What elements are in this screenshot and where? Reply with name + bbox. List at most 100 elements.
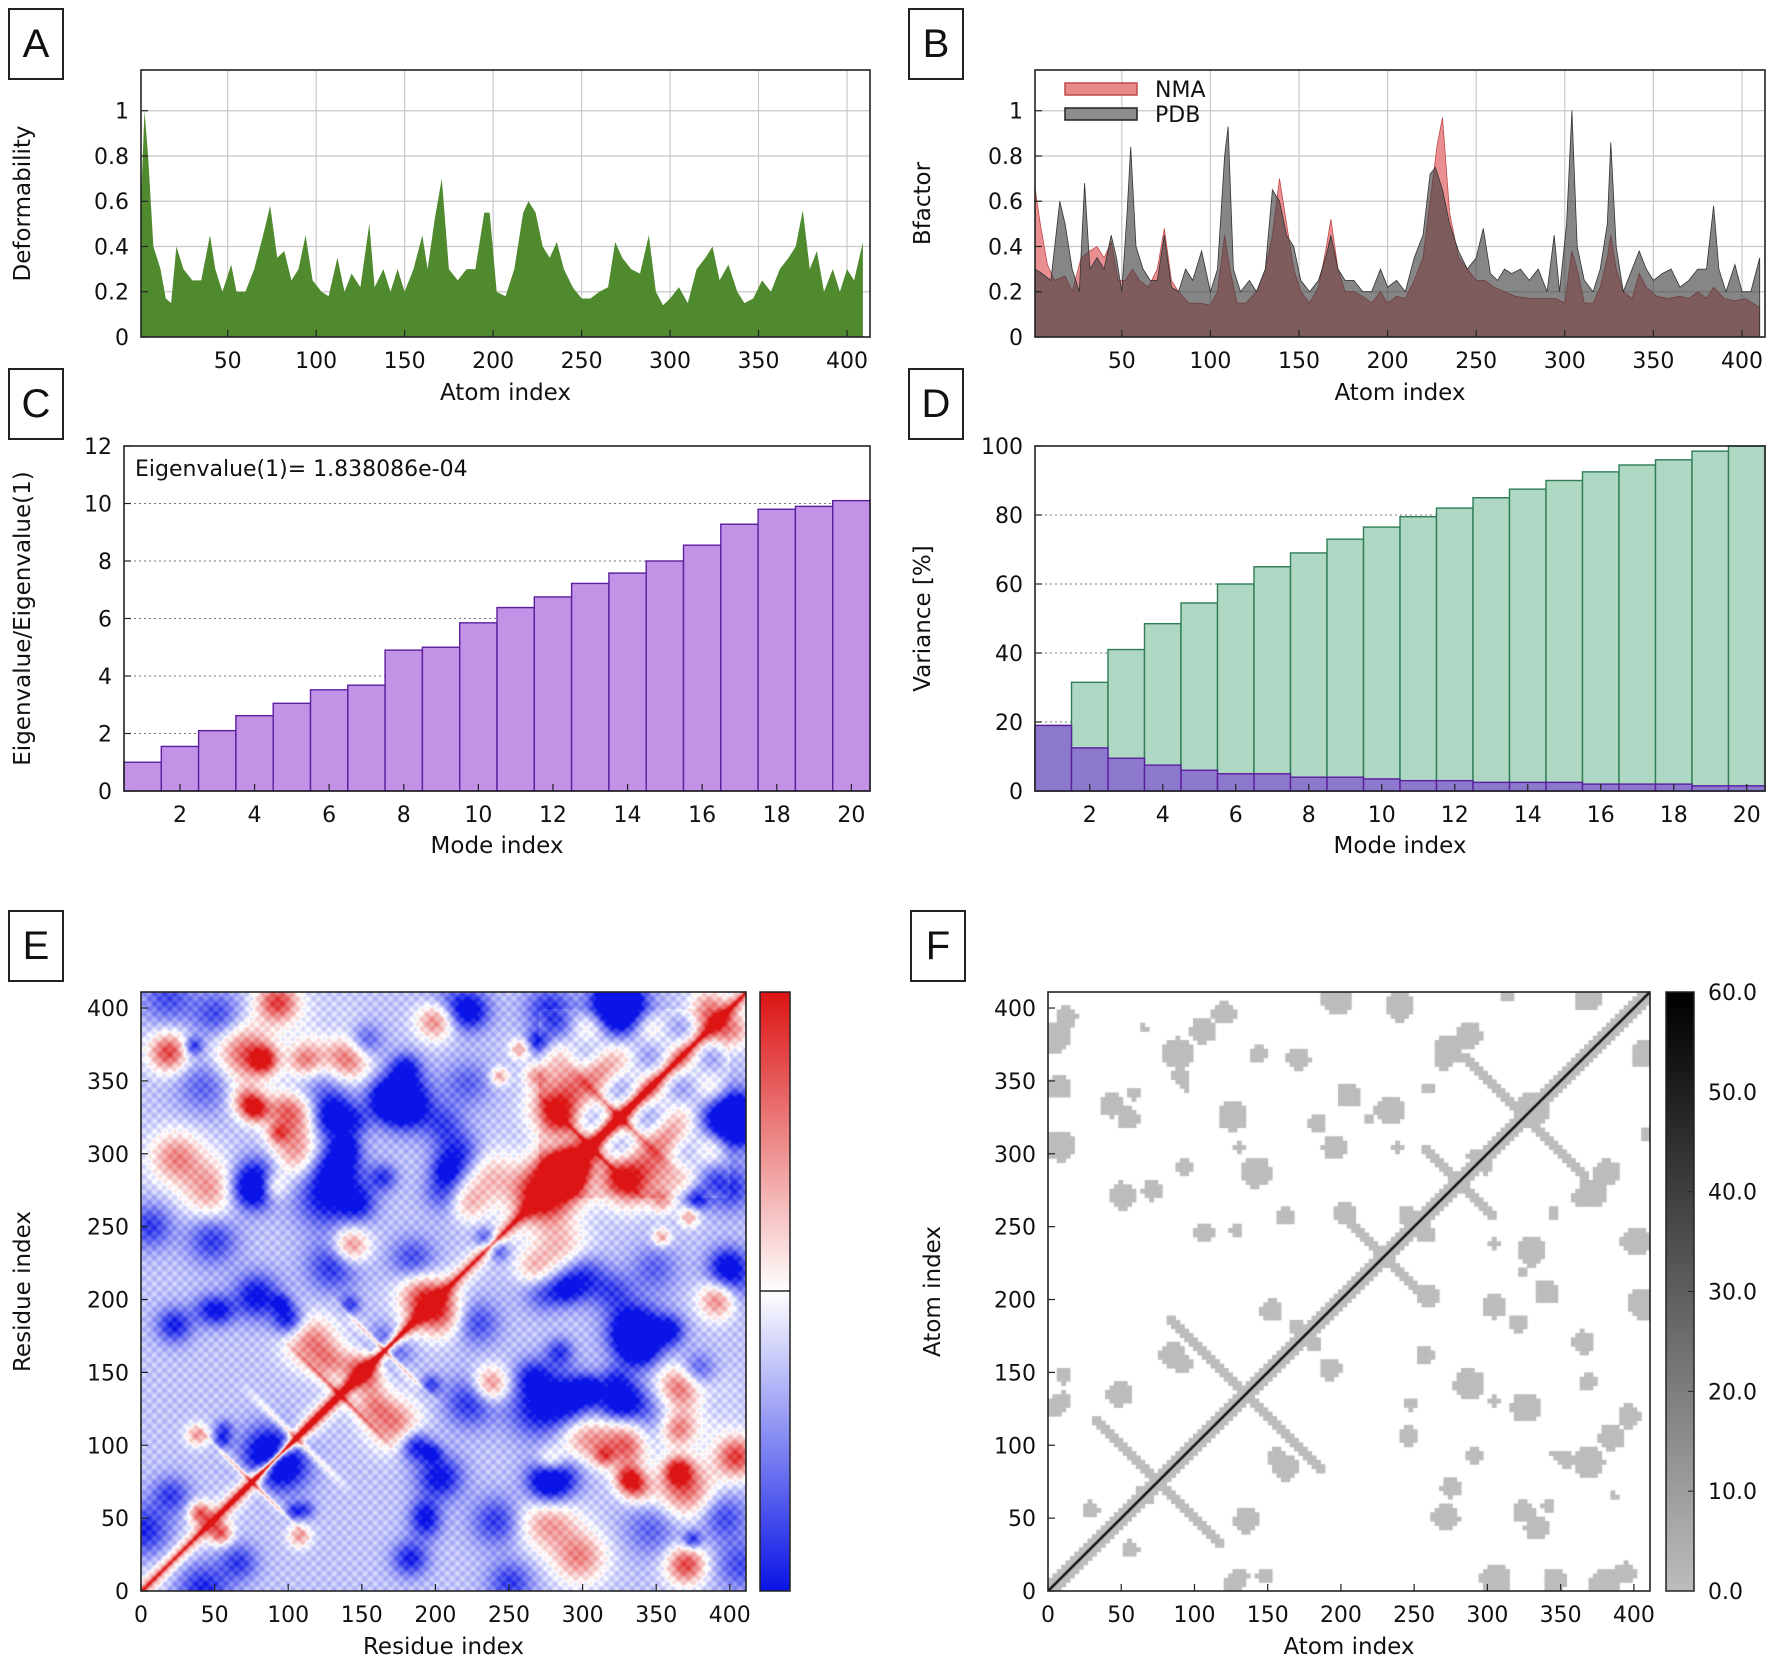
y-tick-label: 2 [98, 723, 112, 748]
bar-mode-19 [794, 505, 834, 792]
bar-mode-13 [1472, 781, 1511, 792]
x-tick-label: 0 [134, 1603, 148, 1628]
x-tick-label: 150 [1278, 349, 1320, 374]
x-tick-label: 8 [397, 803, 411, 828]
y-tick-label: 0.8 [988, 145, 1023, 170]
y-axis-label: Atom index [920, 1226, 946, 1357]
bar-mode-18 [757, 508, 797, 792]
x-tick-label: 16 [1587, 803, 1615, 828]
y-tick-label: 60 [995, 573, 1023, 598]
colorbar-tick-label: 10.0 [1708, 1480, 1757, 1505]
bar-mode-1 [1034, 724, 1073, 792]
colorbar-tick-label: 40.0 [1708, 1181, 1757, 1206]
bar-mode-5 [1180, 769, 1219, 792]
bar-mode-19 [1691, 450, 1730, 792]
bar-mode-9 [421, 646, 461, 792]
bar-mode-1 [123, 761, 162, 792]
y-tick-label: 300 [87, 1143, 129, 1168]
panel-f [1047, 991, 1651, 1592]
x-tick-label: 400 [1721, 349, 1763, 374]
legend-label-pdb: PDB [1155, 103, 1200, 128]
x-tick-label: 400 [709, 1603, 751, 1628]
bar-mode-2 [160, 745, 200, 792]
x-tick-label: 0 [1041, 1603, 1055, 1628]
x-tick-label: 300 [562, 1603, 604, 1628]
colorbar-tick-label: 20.0 [1708, 1380, 1757, 1405]
x-tick-label: 4 [248, 803, 262, 828]
colorbar-tick-label: 30.0 [1708, 1281, 1757, 1306]
x-tick-label: 4 [1156, 803, 1170, 828]
y-tick-label: 1 [115, 100, 129, 125]
y-tick-label: 200 [994, 1289, 1036, 1314]
bar-mode-6 [1216, 583, 1255, 792]
x-tick-label: 12 [539, 803, 567, 828]
bar-mode-7 [347, 684, 386, 792]
x-tick-label: 50 [1107, 1603, 1135, 1628]
plot-frame [140, 69, 871, 338]
x-tick-label: 100 [1173, 1603, 1215, 1628]
contact-map-heatmap [1048, 992, 1650, 1591]
correlation-heatmap [141, 992, 746, 1591]
bar-mode-9 [1326, 776, 1365, 792]
x-tick-label: 350 [1632, 349, 1674, 374]
y-tick-label: 100 [981, 435, 1023, 460]
x-tick-label: 350 [1540, 1603, 1582, 1628]
x-tick-label: 16 [688, 803, 716, 828]
y-tick-label: 8 [98, 550, 112, 575]
bar-mode-14 [1508, 488, 1547, 792]
y-tick-label: 150 [87, 1361, 129, 1386]
bar-mode-17 [1618, 464, 1657, 792]
bar-mode-10 [1362, 526, 1401, 792]
x-tick-label: 200 [1367, 349, 1409, 374]
x-tick-label: 200 [414, 1603, 456, 1628]
bar-mode-2 [1070, 747, 1109, 792]
x-tick-label: 400 [826, 349, 868, 374]
x-tick-label: 2 [173, 803, 187, 828]
x-tick-label: 200 [472, 349, 514, 374]
bar-mode-6 [309, 689, 349, 792]
panel-label-a: A [8, 8, 64, 80]
y-tick-label: 0 [115, 1580, 129, 1605]
panel-a [140, 69, 871, 338]
y-axis-label: Eigenvalue/Eigenvalue(1) [10, 471, 36, 765]
y-tick-label: 200 [87, 1289, 129, 1314]
x-tick-label: 250 [1455, 349, 1497, 374]
bar-mode-17 [1618, 783, 1657, 792]
bar-mode-13 [570, 582, 610, 792]
y-tick-label: 400 [994, 997, 1036, 1022]
x-tick-label: 2 [1083, 803, 1097, 828]
y-tick-label: 0.8 [94, 145, 129, 170]
bar-mode-12 [1435, 507, 1474, 792]
y-tick-label: 20 [995, 711, 1023, 736]
bar-mode-9 [1326, 538, 1365, 792]
panel-d [1034, 445, 1766, 792]
y-tick-label: 80 [995, 504, 1023, 529]
colorbar-tick-label: 50.0 [1708, 1081, 1757, 1106]
x-tick-label: 50 [1108, 349, 1136, 374]
plot-frame [1034, 69, 1766, 338]
bar-mode-20 [1727, 445, 1766, 792]
x-tick-label: 6 [322, 803, 336, 828]
x-tick-label: 250 [561, 349, 603, 374]
legend-label-nma: NMA [1155, 78, 1206, 103]
bar-mode-3 [1107, 757, 1146, 792]
bar-mode-16 [682, 544, 722, 792]
bar-mode-10 [459, 622, 498, 792]
x-tick-label: 400 [1613, 1603, 1655, 1628]
x-tick-label: 18 [763, 803, 791, 828]
x-tick-label: 50 [201, 1603, 229, 1628]
x-tick-label: 100 [267, 1603, 309, 1628]
bar-mode-15 [645, 560, 685, 792]
panel-label-d: D [908, 368, 964, 440]
y-tick-label: 400 [87, 997, 129, 1022]
colorbar-frame [1665, 991, 1695, 1592]
x-tick-label: 350 [738, 349, 780, 374]
plot-frame [1047, 991, 1651, 1592]
y-tick-label: 0.2 [94, 281, 129, 306]
x-tick-label: 18 [1660, 803, 1688, 828]
x-tick-label: 14 [1514, 803, 1542, 828]
bar-mode-5 [272, 702, 312, 792]
x-axis-label: Residue index [363, 1634, 524, 1660]
panel-c [123, 445, 871, 792]
